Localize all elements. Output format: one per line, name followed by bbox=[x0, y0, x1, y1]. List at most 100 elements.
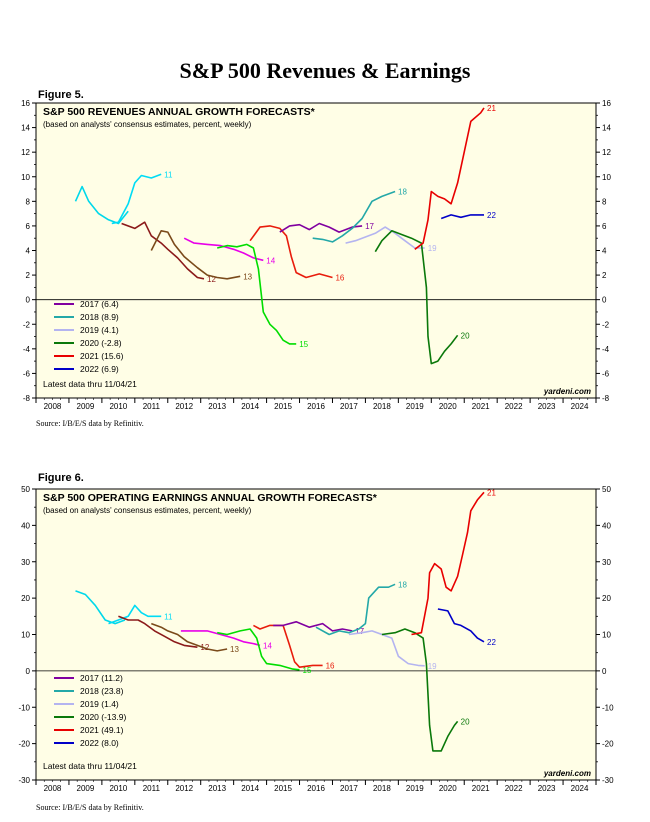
y-tick-label-right: 50 bbox=[602, 485, 611, 494]
series-line-2016 bbox=[249, 225, 333, 279]
legend-entry: 2019 (4.1) bbox=[80, 325, 119, 335]
series-line-2008-2010 bbox=[74, 185, 129, 225]
series-line-2019 bbox=[348, 630, 425, 667]
y-tick-label-right: 0 bbox=[602, 296, 607, 305]
series-end-label: 14 bbox=[263, 641, 272, 650]
x-tick-label: 2018 bbox=[373, 784, 391, 793]
y-tick-label-right: 12 bbox=[602, 148, 611, 157]
series-line-2018 bbox=[315, 583, 396, 636]
chart-title: S&P 500 OPERATING EARNINGS ANNUAL GROWTH… bbox=[43, 492, 378, 504]
x-tick-label: 2009 bbox=[77, 784, 95, 793]
series-end-label: 22 bbox=[487, 211, 496, 220]
series-end-label: 11 bbox=[164, 612, 173, 621]
legend-entry: 2022 (8.0) bbox=[80, 738, 119, 748]
x-tick-label: 2020 bbox=[439, 784, 457, 793]
series-line-2019 bbox=[345, 226, 425, 249]
series-end-label: 19 bbox=[428, 662, 437, 671]
x-tick-label: 2014 bbox=[241, 784, 259, 793]
y-tick-label-right: 10 bbox=[602, 173, 611, 182]
y-tick-label-left: -2 bbox=[23, 320, 31, 329]
y-tick-label-left: -4 bbox=[23, 345, 31, 354]
chart-subtitle: (based on analysts' consensus estimates,… bbox=[43, 120, 252, 129]
y-tick-label-right: 4 bbox=[602, 247, 607, 256]
series-line-2011 bbox=[111, 173, 162, 225]
x-tick-label: 2022 bbox=[505, 402, 523, 411]
series-line-2020 bbox=[374, 230, 459, 365]
legend-entry: 2018 (23.8) bbox=[80, 686, 124, 696]
watermark: yardeni.com bbox=[543, 387, 591, 396]
legend-entry: 2017 (11.2) bbox=[80, 673, 123, 683]
y-tick-label-left: 20 bbox=[21, 594, 30, 603]
x-tick-label: 2010 bbox=[109, 402, 127, 411]
x-tick-label: 2013 bbox=[208, 402, 226, 411]
y-tick-label-right: 8 bbox=[602, 197, 607, 206]
series-line-2018 bbox=[312, 190, 396, 243]
y-tick-label-right: 40 bbox=[602, 521, 611, 530]
x-tick-label: 2017 bbox=[340, 784, 358, 793]
x-tick-label: 2020 bbox=[439, 402, 457, 411]
y-tick-label-left: 30 bbox=[21, 558, 30, 567]
series-line-2020 bbox=[381, 628, 459, 752]
y-tick-label-left: 2 bbox=[26, 271, 31, 280]
series-end-label: 13 bbox=[230, 645, 239, 654]
legend-entry: 2020 (-2.8) bbox=[80, 338, 122, 348]
y-tick-label-right: 6 bbox=[602, 222, 607, 231]
series-line-2022 bbox=[437, 608, 485, 643]
x-tick-label: 2009 bbox=[77, 402, 95, 411]
y-tick-label-left: 8 bbox=[26, 197, 31, 206]
x-tick-label: 2013 bbox=[208, 784, 226, 793]
series-end-label: 20 bbox=[461, 717, 470, 726]
series-line-2017 bbox=[273, 620, 353, 632]
y-tick-label-right: -20 bbox=[602, 740, 614, 749]
series-end-label: 22 bbox=[487, 638, 496, 647]
series-end-label: 16 bbox=[335, 274, 344, 283]
x-tick-label: 2023 bbox=[538, 784, 556, 793]
y-tick-label-left: 10 bbox=[21, 631, 30, 640]
series-line-2013 bbox=[151, 622, 228, 652]
series-end-label: 20 bbox=[461, 331, 470, 340]
legend-entry: 2020 (-13.9) bbox=[80, 712, 126, 722]
series-line-2021 bbox=[411, 491, 485, 636]
y-tick-label-right: -10 bbox=[602, 703, 614, 712]
legend-entry: 2017 (6.4) bbox=[80, 299, 119, 309]
x-tick-label: 2016 bbox=[307, 784, 325, 793]
x-tick-label: 2016 bbox=[307, 402, 325, 411]
series-line-2016 bbox=[253, 624, 323, 669]
series-end-label: 18 bbox=[398, 580, 407, 589]
series-end-label: 11 bbox=[164, 170, 173, 179]
x-tick-label: 2010 bbox=[109, 784, 127, 793]
y-tick-label-left: -30 bbox=[18, 776, 30, 785]
y-tick-label-left: 40 bbox=[21, 521, 30, 530]
series-end-label: 17 bbox=[365, 222, 374, 231]
legend-entry: 2022 (6.9) bbox=[80, 364, 119, 374]
series-line-2012 bbox=[121, 221, 205, 280]
y-tick-label-right: 10 bbox=[602, 631, 611, 640]
x-tick-label: 2021 bbox=[472, 784, 490, 793]
series-end-label: 21 bbox=[487, 104, 496, 113]
legend-entry: 2019 (1.4) bbox=[80, 699, 119, 709]
series-line-2021 bbox=[414, 107, 485, 250]
x-tick-label: 2024 bbox=[571, 784, 589, 793]
chart-title: S&P 500 REVENUES ANNUAL GROWTH FORECASTS… bbox=[43, 106, 316, 118]
figure-label: Figure 5. bbox=[38, 89, 84, 101]
y-tick-label-left: 12 bbox=[21, 148, 30, 157]
x-tick-label: 2011 bbox=[143, 402, 161, 411]
series-end-label: 18 bbox=[398, 188, 407, 197]
legend-entry: 2021 (49.1) bbox=[80, 725, 124, 735]
x-tick-label: 2017 bbox=[340, 402, 358, 411]
x-tick-label: 2019 bbox=[406, 784, 424, 793]
y-tick-label-right: -30 bbox=[602, 776, 614, 785]
series-line-2013 bbox=[150, 230, 241, 280]
y-tick-label-right: 16 bbox=[602, 99, 611, 108]
source-note: Source: I/B/E/S data by Refinitiv. bbox=[36, 803, 144, 812]
x-tick-label: 2022 bbox=[505, 784, 523, 793]
series-line-2015 bbox=[217, 628, 300, 671]
series-line-2017 bbox=[279, 222, 363, 233]
series-line-2014 bbox=[183, 237, 264, 262]
legend-entry: 2018 (8.9) bbox=[80, 312, 119, 322]
x-tick-label: 2021 bbox=[472, 402, 490, 411]
x-tick-label: 2008 bbox=[44, 784, 62, 793]
x-tick-label: 2023 bbox=[538, 402, 556, 411]
y-tick-label-right: 14 bbox=[602, 124, 611, 133]
